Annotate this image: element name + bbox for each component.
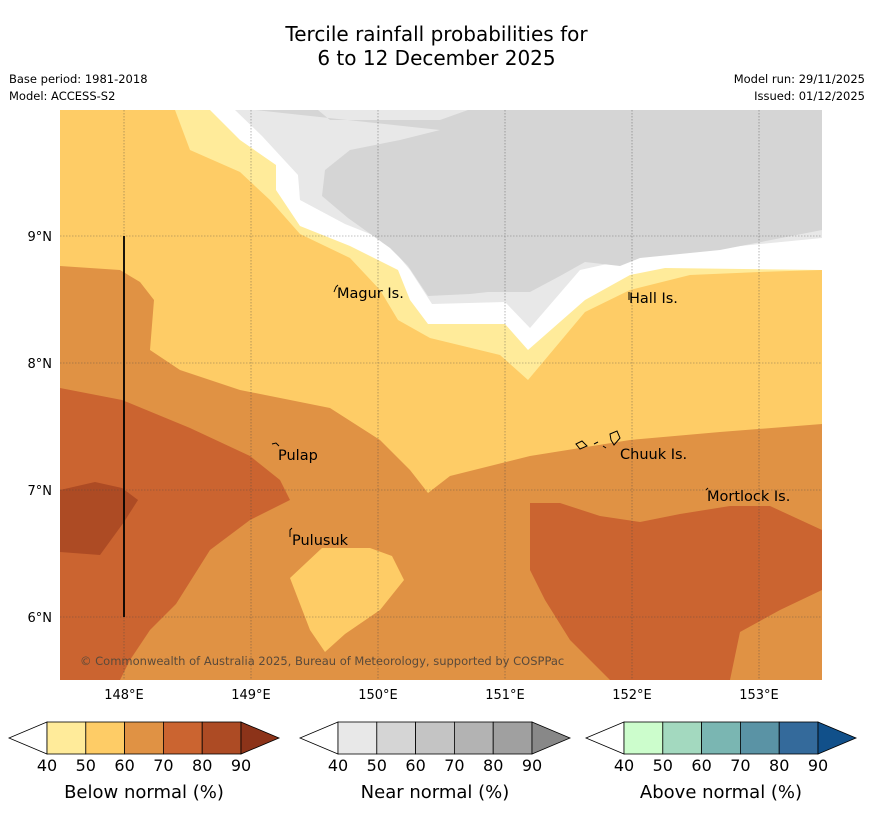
colorbar-tick-label: 60 (691, 756, 711, 775)
colorbar-label: Below normal (%) (64, 782, 224, 803)
region-below-90-plus (60, 482, 138, 555)
colorbar-tick-label: 90 (808, 756, 828, 775)
colorbar-segment-low-extend (298, 721, 339, 755)
colorbar-tick-label: 70 (444, 756, 464, 775)
colorbar-label: Near normal (%) (361, 782, 510, 803)
colorbar-segment (623, 721, 664, 755)
region-near-50-60 (255, 110, 822, 296)
colorbar-tick-label: 50 (367, 756, 387, 775)
place-label-pulap: Pulap (278, 448, 318, 464)
island-outlines (271, 284, 709, 537)
colorbar-segment (778, 721, 819, 755)
place-label-magur: Magur Is. (337, 286, 404, 302)
colorbar-segment (162, 721, 203, 755)
colorbar-tick-label: 50 (653, 756, 673, 775)
colorbar-tick-label: 40 (328, 756, 348, 775)
region-below-60-70-patch (290, 548, 404, 652)
colorbar-tick-label: 80 (769, 756, 789, 775)
place-label-mortlock: Mortlock Is. (707, 489, 790, 505)
colorbar-near-normal: 40 50 60 70 80 90 Near normal (%) (298, 721, 572, 803)
colorbar-segment (201, 721, 242, 755)
place-label-hall: Hall Is. (629, 291, 678, 307)
colorbar-segment (662, 721, 702, 755)
lon-tick-153: 153°E (739, 688, 779, 703)
colorbar-tick-label: 70 (153, 756, 173, 775)
meta-left: Base period: 1981-2018 Model: ACCESS-S2 (9, 71, 148, 105)
place-label-pulusuk: Pulusuk (292, 533, 349, 549)
colorbar-tick-label: 80 (192, 756, 212, 775)
colorbar-segment (337, 721, 378, 755)
lon-tick-152: 152°E (612, 688, 652, 703)
model-text: Model: ACCESS-S2 (9, 89, 116, 103)
lat-axis: 9°N 8°N 7°N 6°N (28, 230, 53, 626)
region-below-80-90-east (530, 503, 822, 680)
colorbar-segment-high-extend (240, 721, 281, 755)
colorbar-segment (701, 721, 741, 755)
colorbar-segment (492, 721, 533, 755)
colorbar-segment (415, 721, 455, 755)
place-label-chuuk: Chuuk Is. (620, 447, 687, 463)
meta-right: Model run: 29/11/2025 Issued: 01/12/2025 (734, 71, 865, 105)
colorbar-tick-label: 60 (114, 756, 134, 775)
colorbar-segment-low-extend (584, 721, 625, 755)
title-line-2: 6 to 12 December 2025 (317, 46, 556, 70)
map-area: Magur Is. Hall Is. Pulap Chuuk Is. Mortl… (60, 110, 822, 680)
colorbar-segment-high-extend (817, 721, 858, 755)
copyright-text: © Commonwealth of Australia 2025, Bureau… (80, 654, 564, 668)
colorbar-below-normal: 40 50 60 70 80 90 Below normal (%) (7, 721, 281, 803)
colorbar-segment (376, 721, 416, 755)
region-below-80-90 (60, 388, 290, 680)
lon-tick-148: 148°E (104, 688, 144, 703)
colorbar-label: Above normal (%) (640, 782, 802, 803)
colorbar-tick-label: 80 (483, 756, 503, 775)
colorbar-tick-label: 40 (614, 756, 634, 775)
colorbar-segment (453, 721, 494, 755)
lat-tick-6n: 6°N (28, 611, 53, 626)
issued-text: Issued: 01/12/2025 (754, 89, 865, 103)
colorbar-segment-low-extend (7, 721, 48, 755)
colorbar-tick-label: 40 (37, 756, 57, 775)
colorbar-tick-label: 70 (730, 756, 750, 775)
lat-tick-8n: 8°N (28, 357, 53, 372)
title-line-1: Tercile rainfall probabilities for (285, 22, 588, 46)
colorbar-above-normal: 40 50 60 70 80 90 Above normal (%) (584, 721, 858, 803)
colorbar-tick-label: 60 (405, 756, 425, 775)
lat-tick-9n: 9°N (28, 230, 53, 245)
colorbar-tick-label: 50 (76, 756, 96, 775)
colorbar-segment (124, 721, 164, 755)
colorbar-segment (740, 721, 780, 755)
colorbar-tick-label: 90 (522, 756, 542, 775)
lon-axis: 148°E 149°E 150°E 151°E 152°E 153°E (104, 688, 779, 703)
lon-tick-149: 149°E (231, 688, 271, 703)
chart-title: Tercile rainfall probabilities for 6 to … (0, 22, 873, 70)
base-period-text: Base period: 1981-2018 (9, 72, 148, 86)
colorbar-segment (46, 721, 87, 755)
colorbar-segment (85, 721, 126, 755)
model-run-text: Model run: 29/11/2025 (733, 72, 865, 86)
colorbar-segment-high-extend (531, 721, 572, 755)
colorbar-tick-label: 90 (231, 756, 251, 775)
lon-tick-150: 150°E (358, 688, 398, 703)
lat-tick-7n: 7°N (28, 484, 53, 499)
lon-tick-151: 151°E (485, 688, 525, 703)
